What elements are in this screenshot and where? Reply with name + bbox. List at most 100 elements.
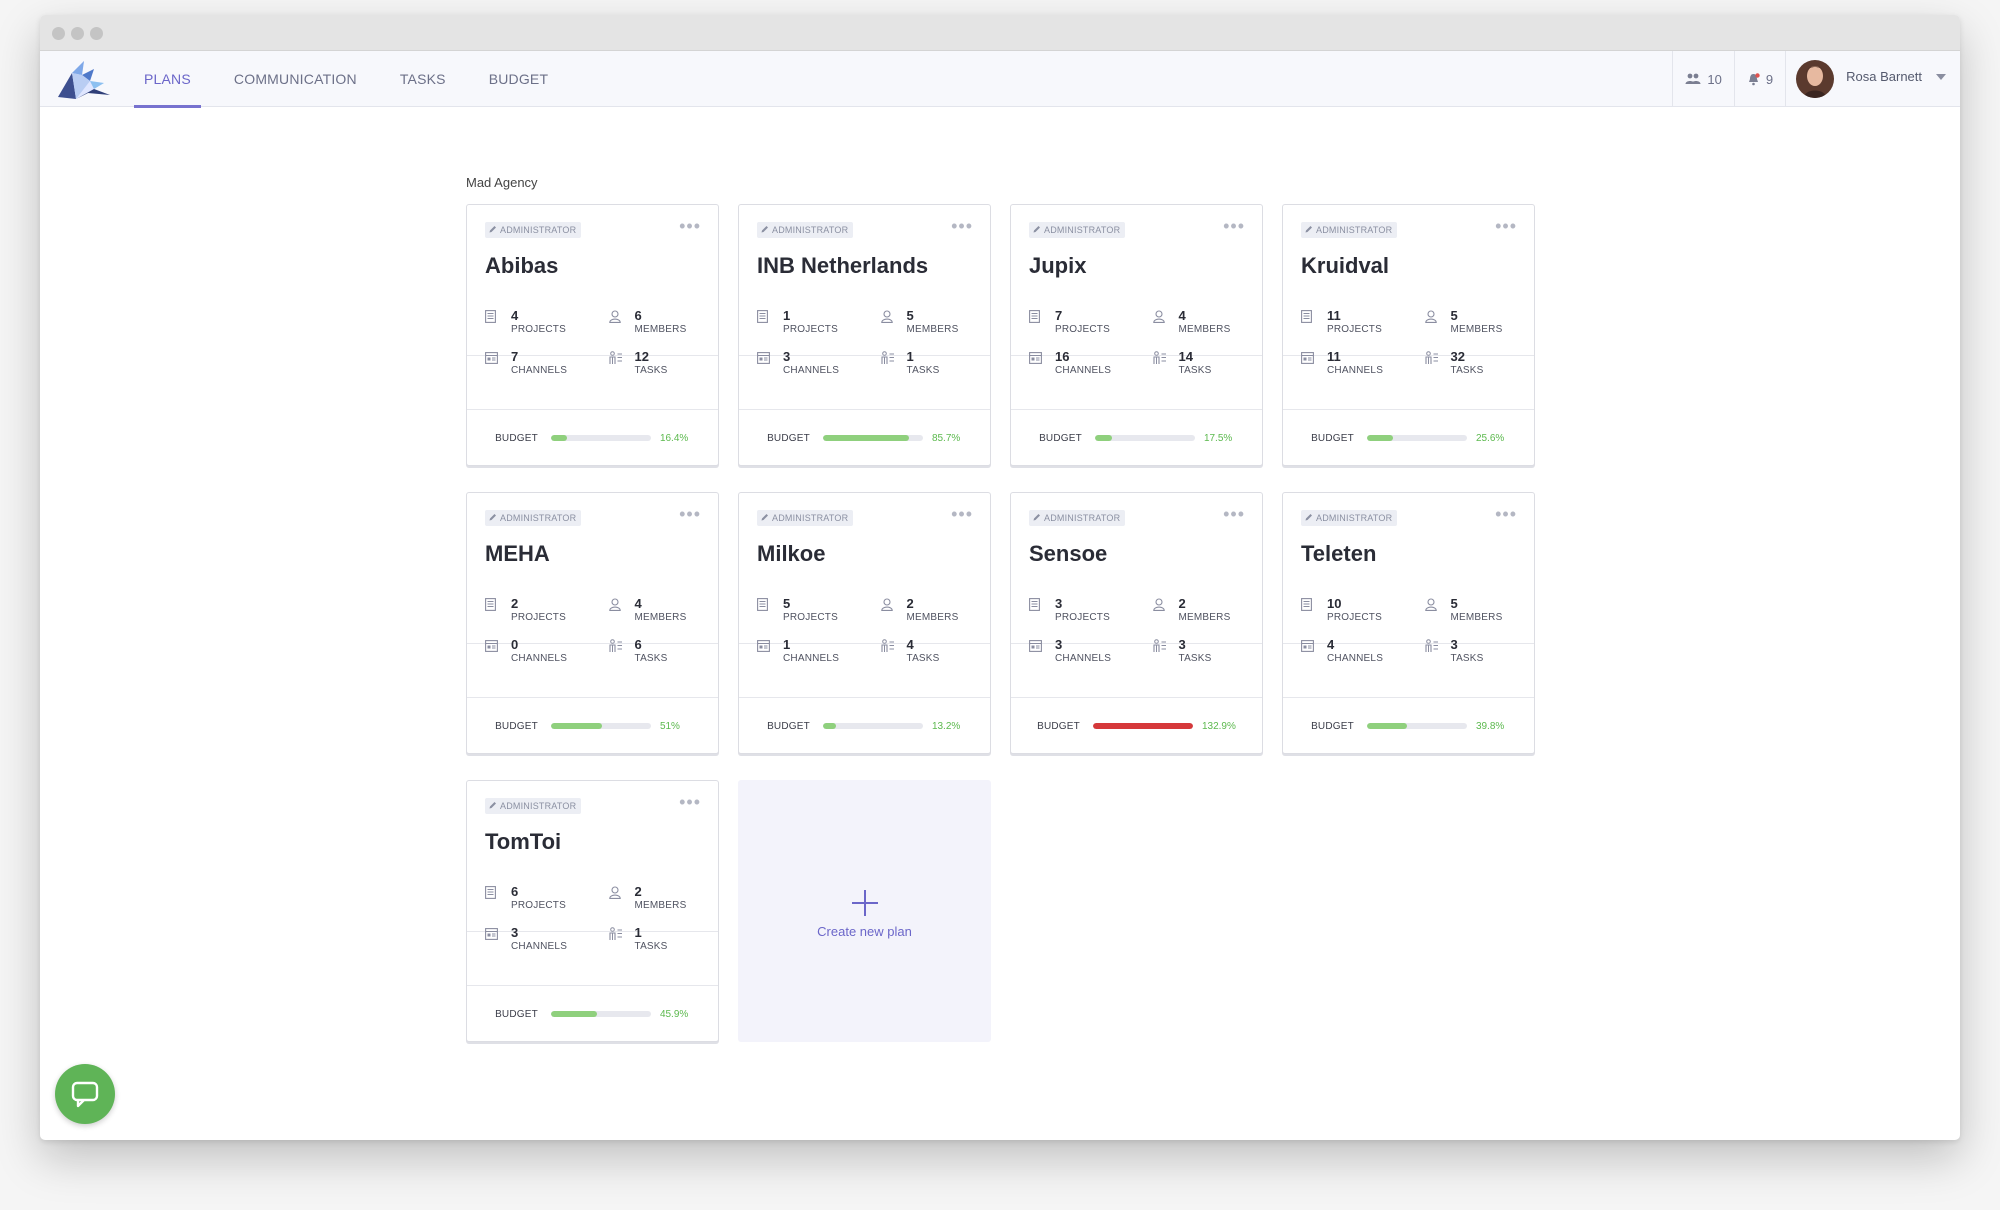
projects-label: PROJECTS [783, 612, 838, 623]
plan-card[interactable]: ADMINISTRATOR ••• Milkoe 5 PROJECTS 2 ME… [738, 492, 991, 754]
window-maximize-button[interactable] [90, 27, 103, 40]
projects-icon [1029, 598, 1040, 616]
projects-count: 3 [1055, 596, 1063, 611]
more-options-icon[interactable]: ••• [1223, 504, 1245, 524]
plan-card[interactable]: ADMINISTRATOR ••• Jupix 7 PROJECTS 4 MEM… [1010, 204, 1263, 466]
tasks-label: TASKS [906, 365, 940, 376]
tab-plans[interactable]: PLANS [134, 51, 201, 108]
plan-card[interactable]: ADMINISTRATOR ••• Sensoe 3 PROJECTS 2 ME… [1010, 492, 1263, 754]
create-new-plan-label: Create new plan [817, 923, 912, 939]
stat-row: 5 PROJECTS 2 MEMBERS [739, 596, 990, 648]
main-tabs: PLANS COMMUNICATION TASKS BUDGET [134, 51, 581, 108]
more-options-icon[interactable]: ••• [951, 504, 973, 524]
tasks-count: 6 [634, 637, 642, 652]
channels-icon [485, 639, 498, 657]
more-options-icon[interactable]: ••• [1495, 504, 1517, 524]
create-new-plan-button[interactable]: Create new plan [738, 780, 991, 1042]
plan-title: Kruidval [1301, 253, 1390, 278]
projects-count: 1 [783, 308, 791, 323]
more-options-icon[interactable]: ••• [679, 792, 701, 812]
divider [467, 643, 718, 644]
members-stat: 4 MEMBERS [593, 596, 719, 648]
divider [1283, 355, 1534, 356]
budget-row: BUDGET 45.9% [467, 1007, 718, 1021]
plan-stats: 7 PROJECTS 4 MEMBERS [1011, 308, 1262, 360]
stat-row: 10 PROJECTS 5 MEMBERS [1283, 596, 1534, 648]
tasks-count: 3 [1178, 637, 1186, 652]
budget-row: BUDGET 25.6% [1283, 431, 1534, 445]
plan-card[interactable]: ADMINISTRATOR ••• MEHA 2 PROJECTS 4 MEMB… [466, 492, 719, 754]
divider [467, 697, 718, 698]
members-icon [880, 598, 893, 616]
badge-label: ADMINISTRATOR [1316, 513, 1393, 523]
members-stat: 2 MEMBERS [865, 596, 991, 648]
more-options-icon[interactable]: ••• [679, 504, 701, 524]
channels-label: CHANNELS [511, 941, 568, 952]
channels-count: 3 [511, 925, 519, 940]
more-options-icon[interactable]: ••• [1223, 216, 1245, 236]
tasks-icon [1152, 351, 1167, 370]
avatar [1796, 60, 1835, 98]
divider [739, 409, 990, 410]
more-options-icon[interactable]: ••• [1495, 216, 1517, 236]
tasks-stat: 3 TASKS [1409, 637, 1535, 689]
plan-stats-2: 16 CHANNELS 14 TASKS [1011, 349, 1262, 401]
tasks-label: TASKS [634, 653, 668, 664]
chat-button[interactable] [55, 1064, 115, 1124]
badge-label: ADMINISTRATOR [1044, 513, 1121, 523]
channels-icon [757, 639, 770, 657]
plan-card[interactable]: ADMINISTRATOR ••• TomToi 6 PROJECTS 2 ME… [466, 780, 719, 1042]
budget-percent: 39.8% [1475, 720, 1505, 732]
projects-icon [1301, 598, 1312, 616]
budget-bar-fill [1094, 435, 1113, 441]
tab-communication[interactable]: COMMUNICATION [233, 71, 357, 87]
members-label: MEMBERS [1178, 612, 1231, 623]
members-icon [608, 886, 621, 904]
more-options-icon[interactable]: ••• [679, 216, 701, 236]
more-options-icon[interactable]: ••• [951, 216, 973, 236]
administrator-badge: ADMINISTRATOR [1029, 222, 1126, 238]
tasks-label: TASKS [1178, 653, 1212, 664]
members-label: MEMBERS [634, 324, 687, 335]
plan-stats-2: 3 CHANNELS 3 TASKS [1011, 637, 1262, 689]
plan-stats: 6 PROJECTS 2 MEMBERS [467, 884, 718, 936]
budget-row: BUDGET 16.4% [467, 431, 718, 445]
window-close-button[interactable] [52, 27, 65, 40]
stat-row: 16 CHANNELS 14 TASKS [1011, 349, 1262, 401]
plan-card[interactable]: ADMINISTRATOR ••• Abibas 4 PROJECTS 6 ME… [466, 204, 719, 466]
channels-stat: 4 CHANNELS [1283, 637, 1409, 689]
plan-card[interactable]: ADMINISTRATOR ••• Teleten 10 PROJECTS 5 … [1282, 492, 1535, 754]
projects-stat: 3 PROJECTS [1011, 596, 1137, 648]
divider [1011, 409, 1262, 410]
plan-stats-2: 7 CHANNELS 12 TASKS [467, 349, 718, 401]
stat-row: 3 CHANNELS 1 TASKS [739, 349, 990, 401]
stat-row: 4 PROJECTS 6 MEMBERS [467, 308, 718, 360]
tab-tasks[interactable]: TASKS [399, 71, 446, 87]
plan-card[interactable]: ADMINISTRATOR ••• INB Netherlands 1 PROJ… [738, 204, 991, 466]
stat-row: 11 CHANNELS 32 TASKS [1283, 349, 1534, 401]
window-minimize-button[interactable] [71, 27, 84, 40]
plan-stats-2: 1 CHANNELS 4 TASKS [739, 637, 990, 689]
budget-percent: 25.6% [1475, 432, 1505, 444]
budget-label: BUDGET [1311, 720, 1354, 732]
stat-row: 0 CHANNELS 6 TASKS [467, 637, 718, 689]
plan-card[interactable]: ADMINISTRATOR ••• Kruidval 11 PROJECTS 5… [1282, 204, 1535, 466]
channels-icon [1301, 351, 1314, 369]
budget-label: BUDGET [495, 432, 538, 444]
tab-budget[interactable]: BUDGET [488, 71, 549, 87]
administrator-badge: ADMINISTRATOR [485, 510, 582, 526]
members-label: MEMBERS [1450, 612, 1503, 623]
channels-count: 1 [783, 637, 791, 652]
pencil-icon [1305, 225, 1316, 235]
plan-title: Teleten [1301, 541, 1377, 566]
notifications-button[interactable]: 9 [1733, 51, 1785, 107]
members-icon [608, 310, 621, 328]
team-button[interactable]: 10 [1672, 51, 1733, 107]
user-menu[interactable]: Rosa Barnett [1785, 51, 1960, 107]
budget-percent: 85.7% [931, 432, 961, 444]
plan-title: INB Netherlands [757, 253, 929, 278]
wolf-logo-icon[interactable] [54, 57, 112, 101]
budget-label: BUDGET [495, 1008, 538, 1020]
stat-row: 1 CHANNELS 4 TASKS [739, 637, 990, 689]
members-icon [608, 598, 621, 616]
